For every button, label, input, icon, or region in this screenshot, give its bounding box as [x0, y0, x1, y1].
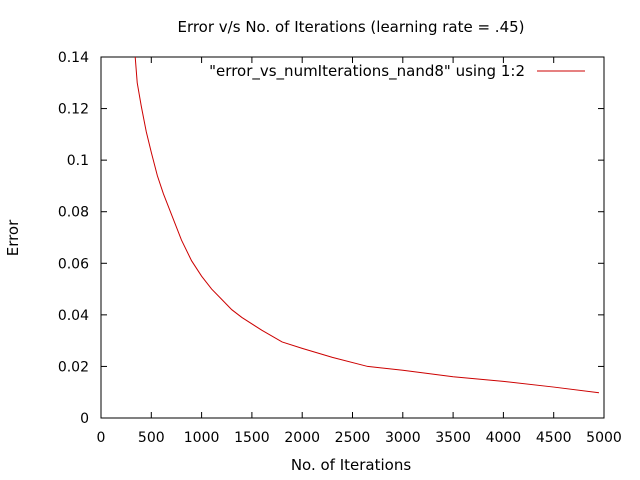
x-tick-label: 5000 — [586, 430, 622, 446]
x-tick-label: 2500 — [335, 430, 371, 446]
x-tick-label: 0 — [97, 430, 106, 446]
y-tick-label: 0.06 — [58, 256, 89, 272]
chart-title: Error v/s No. of Iterations (learning ra… — [177, 18, 524, 36]
y-tick-label: 0 — [80, 411, 89, 427]
x-axis-title: No. of Iterations — [291, 456, 412, 474]
series-layer — [134, 56, 600, 394]
y-tick-label: 0.12 — [58, 102, 89, 118]
x-tick-label: 4500 — [536, 430, 572, 446]
x-tick-label: 1500 — [234, 430, 270, 446]
plot-frame — [100, 56, 605, 419]
y-tick-label: 0.02 — [58, 359, 89, 375]
x-tick-label: 4000 — [486, 430, 522, 446]
y-axis-title: Error — [4, 219, 22, 256]
y-axis-ticks: 0 0.02 0.04 0.06 0.08 0.1 0.12 0.14 — [58, 50, 604, 427]
y-tick-label: 0.08 — [58, 205, 89, 221]
y-tick-label: 0.1 — [67, 153, 89, 169]
legend-label: "error_vs_numIterations_nand8" using 1:2 — [209, 62, 525, 81]
series-line — [134, 56, 600, 394]
legend: "error_vs_numIterations_nand8" using 1:2 — [209, 62, 585, 81]
x-tick-label: 3500 — [435, 430, 471, 446]
x-tick-label: 2000 — [284, 430, 320, 446]
x-tick-label: 3000 — [385, 430, 421, 446]
y-tick-label: 0.04 — [58, 308, 89, 324]
x-axis-ticks: 0 500 1000 1500 2000 2500 3000 3500 4000 4500 5000 — [97, 57, 622, 446]
y-tick-label: 0.14 — [58, 50, 89, 66]
x-tick-label: 1000 — [184, 430, 220, 446]
x-tick-label: 500 — [138, 430, 165, 446]
